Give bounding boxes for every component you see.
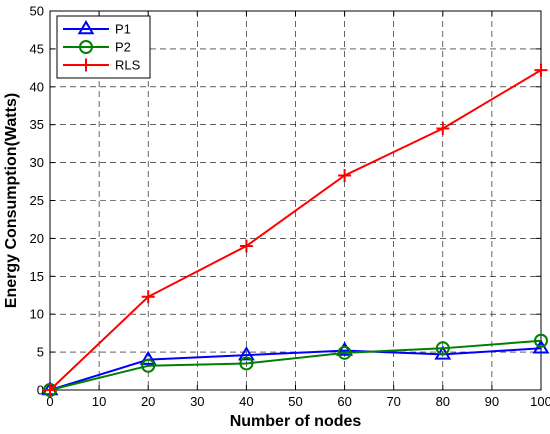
series-line-p1: [49, 347, 542, 391]
data-point-p2: [337, 345, 352, 360]
data-point-p2: [141, 358, 156, 373]
series-group: [41, 63, 550, 397]
data-point-p1: [237, 346, 255, 361]
x-axis-label: Number of nodes: [230, 413, 362, 430]
x-tick-label: 100: [530, 394, 550, 409]
data-point-p1: [532, 339, 550, 354]
y-tick-label: 25: [30, 193, 44, 208]
y-tick-label: 0: [37, 383, 44, 398]
data-point-rls: [534, 63, 548, 77]
x-tick-label: 40: [239, 394, 253, 409]
legend-label-rls: RLS: [115, 58, 141, 73]
x-tick-label: 30: [190, 394, 204, 409]
y-tick-label: 50: [30, 4, 44, 19]
grid-lines: [50, 11, 541, 390]
data-point-p1: [336, 341, 354, 356]
series-line-p2: [49, 339, 542, 391]
y-tick-label: 35: [30, 117, 44, 132]
data-point-p2: [534, 333, 548, 348]
x-tick-label: 10: [92, 394, 106, 409]
y-tick-label: 30: [30, 155, 44, 170]
x-tick-label: 0: [46, 394, 53, 409]
x-tick-label: 20: [141, 394, 155, 409]
x-tick-label: 60: [337, 394, 351, 409]
series-line-rls: [49, 69, 542, 391]
x-tick-label: 80: [436, 394, 450, 409]
y-tick-label: 40: [30, 79, 44, 94]
x-tick-label: 90: [485, 394, 499, 409]
data-point-rls: [436, 121, 450, 135]
y-tick-label: 10: [30, 307, 44, 322]
data-point-p2: [239, 356, 254, 371]
axis-ticks: 0 10 20 30 40 50 60 70 80 90 100 0 5 10 15 20 25 30 35 40 45…: [30, 4, 550, 410]
x-tick-label: 70: [386, 394, 400, 409]
data-point-rls: [43, 383, 57, 397]
y-tick-label: 45: [30, 41, 44, 56]
data-point-rls: [239, 239, 253, 253]
legend-marker-rls: [79, 58, 93, 72]
y-tick-label: 15: [30, 269, 44, 284]
legend-label-p2: P2: [115, 40, 131, 55]
y-axis-label: Energy Consumption(Watts): [3, 93, 20, 308]
series-p2: [43, 333, 548, 397]
legend-marker-p1: [77, 20, 95, 35]
series-rls: [43, 63, 548, 397]
y-tick-label: 5: [37, 345, 44, 360]
data-point-p1: [139, 350, 157, 365]
legend-label-p1: P1: [115, 22, 131, 37]
data-point-rls: [141, 290, 155, 304]
legend-marker-p2: [79, 40, 93, 54]
data-point-p2: [435, 341, 450, 356]
y-tick-label: 20: [30, 231, 44, 246]
legend: P1 P2 RLS: [56, 15, 151, 79]
x-tick-label: 50: [288, 394, 302, 409]
data-point-rls: [338, 168, 352, 182]
